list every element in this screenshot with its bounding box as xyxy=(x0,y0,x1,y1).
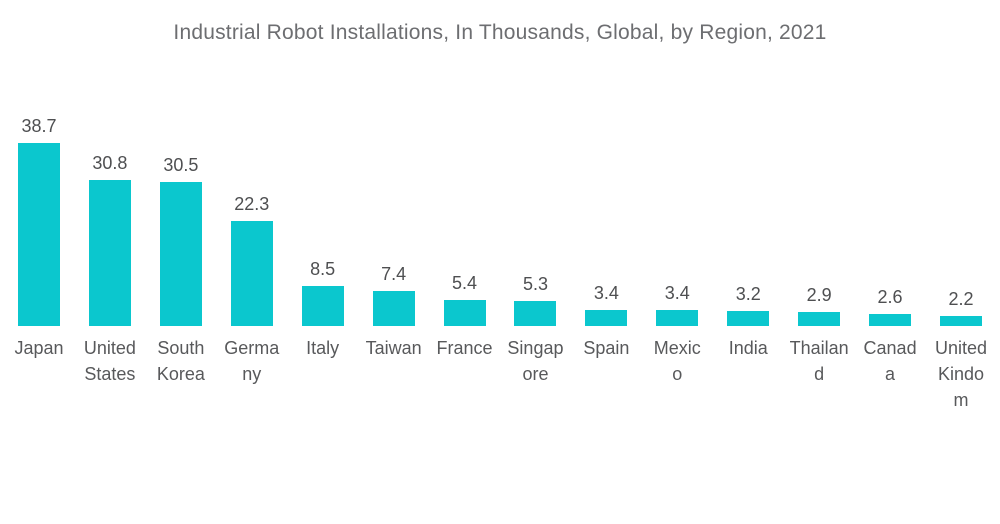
bar-value-label: 5.3 xyxy=(522,274,548,294)
bar-column: 3.4 Mexic o xyxy=(642,86,712,413)
category-label-line: ny xyxy=(242,364,262,384)
category-label-line: States xyxy=(84,364,136,384)
category-label-line: Singap xyxy=(507,338,564,358)
bar xyxy=(230,221,273,326)
bar-area: 5.4 xyxy=(430,86,500,326)
bar-value-label: 2.2 xyxy=(948,289,974,309)
bar-area: 3.4 xyxy=(571,86,641,326)
bar-value-label: 22.3 xyxy=(234,194,270,214)
bar-area: 2.2 xyxy=(926,86,996,326)
bar-column: 30.8 United States xyxy=(75,86,145,413)
category-label: Spain xyxy=(583,335,629,361)
bar-value-label: 7.4 xyxy=(381,264,407,284)
bar xyxy=(88,180,131,326)
bar-value-label: 30.5 xyxy=(163,155,199,175)
bar-area: 5.3 xyxy=(500,86,570,326)
category-label: United Kindo m xyxy=(935,335,987,413)
bar-area: 3.2 xyxy=(713,86,783,326)
category-label-line: d xyxy=(814,364,825,384)
category-label-line: a xyxy=(885,364,896,384)
bar-value-label: 2.6 xyxy=(877,287,903,307)
bar-area: 2.9 xyxy=(784,86,854,326)
category-label-line: m xyxy=(953,390,969,410)
bar-area: 22.3 xyxy=(217,86,287,326)
category-label-line: Germa xyxy=(224,338,280,358)
bar-column: 2.6 Canad a xyxy=(855,86,925,413)
category-label: Taiwan xyxy=(366,335,422,361)
bar xyxy=(585,310,628,326)
category-label-line: ore xyxy=(522,364,549,384)
category-label: South Korea xyxy=(157,335,205,387)
bar xyxy=(443,300,486,326)
bar-value-label: 3.4 xyxy=(593,283,619,303)
category-label: Singap ore xyxy=(507,335,563,387)
bar-area: 30.5 xyxy=(146,86,216,326)
bar-column: 8.5 Italy xyxy=(288,86,358,413)
bar xyxy=(301,286,344,326)
bar-value-label: 5.4 xyxy=(452,273,478,293)
bar xyxy=(727,311,770,326)
category-label: India xyxy=(729,335,768,361)
bar xyxy=(798,312,841,326)
chart-page: Industrial Robot Installations, In Thous… xyxy=(0,20,1000,413)
bar-column: 5.3 Singap ore xyxy=(500,86,570,413)
bar-value-label: 30.8 xyxy=(92,153,128,173)
category-label-line: Spain xyxy=(583,338,630,358)
category-label: Thailan d xyxy=(790,335,849,387)
category-label: Canad a xyxy=(864,335,917,387)
bar xyxy=(939,316,982,326)
bar xyxy=(372,291,415,326)
category-label-line: Mexic xyxy=(653,338,701,358)
bar xyxy=(656,310,699,326)
bar-column: 2.2 United Kindo m xyxy=(926,86,996,413)
bar-area: 38.7 xyxy=(4,86,74,326)
category-label-line: France xyxy=(436,338,493,358)
bar xyxy=(869,314,912,326)
bar-column: 3.2 India xyxy=(713,86,783,413)
category-label-line: Italy xyxy=(306,338,340,358)
category-label-line: India xyxy=(728,338,768,358)
bar-column: 7.4 Taiwan xyxy=(359,86,429,413)
bar-value-label: 2.9 xyxy=(806,285,832,305)
bar-column: 2.9 Thailan d xyxy=(784,86,854,413)
bar-column: 30.5 South Korea xyxy=(146,86,216,413)
category-label-line: Canad xyxy=(863,338,917,358)
category-label: Italy xyxy=(306,335,339,361)
bar xyxy=(514,301,557,326)
category-label: United States xyxy=(84,335,136,387)
category-label-line: United xyxy=(934,338,987,358)
category-label-line: Kindo xyxy=(937,364,984,384)
bar-value-label: 3.2 xyxy=(735,284,761,304)
bar-area: 3.4 xyxy=(642,86,712,326)
bar-column: 22.3 Germa ny xyxy=(217,86,287,413)
category-label: Japan xyxy=(14,335,63,361)
bar-area: 2.6 xyxy=(855,86,925,326)
category-label: France xyxy=(437,335,493,361)
category-label-line: United xyxy=(83,338,136,358)
category-label-line: Korea xyxy=(156,364,205,384)
bar-column: 3.4 Spain xyxy=(571,86,641,413)
bar-chart: 38.7 Japan 30.8 United States 30.5 South Korea 2… xyxy=(0,86,1000,413)
category-label-line: Taiwan xyxy=(365,338,422,358)
bar xyxy=(159,182,202,326)
bar-value-label: 3.4 xyxy=(664,283,690,303)
chart-title: Industrial Robot Installations, In Thous… xyxy=(173,21,827,44)
bar-area: 8.5 xyxy=(288,86,358,326)
bar-value-label: 38.7 xyxy=(21,116,57,136)
bar-value-label: 8.5 xyxy=(310,259,336,279)
bar-area: 30.8 xyxy=(75,86,145,326)
category-label-line: o xyxy=(672,364,683,384)
bar-area: 7.4 xyxy=(359,86,429,326)
bar xyxy=(18,143,60,326)
category-label: Mexic o xyxy=(654,335,701,387)
bar-column: 38.7 Japan xyxy=(4,86,74,413)
category-label-line: Thailan xyxy=(789,338,849,358)
category-label-line: Japan xyxy=(14,338,64,358)
category-label-line: South xyxy=(157,338,205,358)
category-label: Germa ny xyxy=(224,335,279,387)
bar-column: 5.4 France xyxy=(430,86,500,413)
